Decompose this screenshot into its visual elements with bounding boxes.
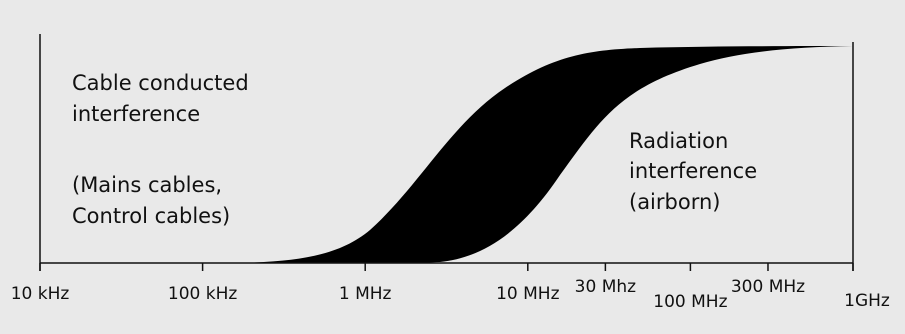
frequency-axis: 10 kHz 100 kHz 1 MHz 10 MHz 30 Mhz 100 MHz300…: [11, 34, 890, 312]
axis-tick-label: 10 kHz: [11, 284, 70, 304]
transition-band-layer: [235, 46, 853, 263]
left-region-line-3: (Mains cables,: [72, 173, 223, 197]
axis-tick-label: 100 MHz: [653, 292, 727, 312]
axis-tick-label: 30 Mhz: [575, 277, 636, 297]
left-region-line-4: Control cables): [72, 204, 231, 228]
left-region-line-1: Cable conducted: [72, 71, 249, 95]
axis-tick-label: 100 kHz: [168, 284, 237, 304]
axis-tick-label: 10 MHz: [496, 284, 559, 304]
left-region-line-2: interference: [72, 102, 201, 126]
right-region-line-3: (airborn): [629, 190, 721, 214]
right-region-line-1: Radiation: [629, 129, 729, 153]
right-region-line-2: interference: [629, 159, 758, 183]
transition-band: [235, 46, 853, 263]
axis-tick-label: 1 MHz: [339, 284, 392, 304]
axis-tick-label: 1GHz: [844, 291, 890, 311]
axis-tick-label: 300 MHz: [731, 277, 805, 297]
